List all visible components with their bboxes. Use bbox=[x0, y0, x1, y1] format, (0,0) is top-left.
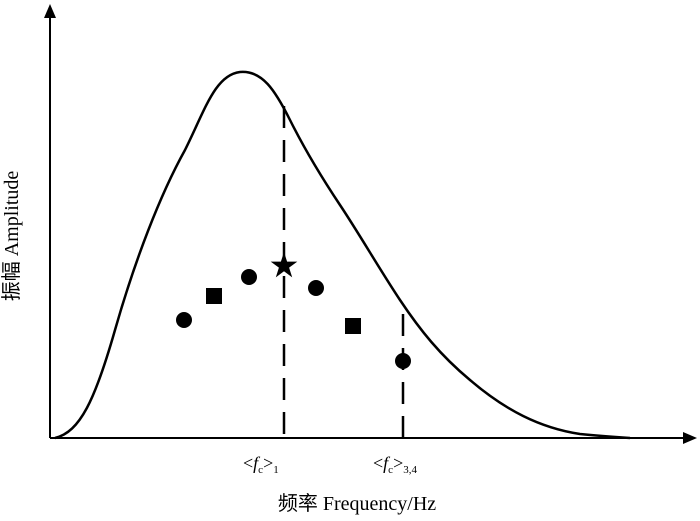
marker-label-fc34-open: < bbox=[373, 453, 383, 473]
point-circle-3 bbox=[308, 280, 324, 296]
marker-label-fc34-symbol: f bbox=[383, 453, 391, 473]
point-star bbox=[270, 252, 298, 278]
marker-label-fc34-close: > bbox=[393, 453, 403, 473]
marker-label-fc1-sub: 1 bbox=[273, 464, 279, 476]
marker-label-fc1-open: < bbox=[243, 453, 253, 473]
marker-label-fc34-c: c bbox=[388, 464, 393, 476]
x-axis-arrow bbox=[683, 432, 697, 444]
point-circle-4 bbox=[395, 353, 411, 369]
marker-label-fc1: <fc>1 bbox=[243, 453, 279, 476]
point-circle-1 bbox=[176, 312, 192, 328]
point-square-1 bbox=[206, 288, 222, 304]
y-axis-label: 振幅 Amplitude bbox=[0, 171, 23, 302]
marker-label-fc1-close: > bbox=[263, 453, 273, 473]
spectrum-curve bbox=[54, 70, 631, 440]
y-axis-arrow bbox=[44, 4, 56, 18]
point-circle-2 bbox=[241, 269, 257, 285]
marker-label-fc34-sub: 3,4 bbox=[403, 464, 417, 476]
marker-label-fc1-symbol: f bbox=[253, 453, 261, 473]
marker-label-fc1-c: c bbox=[258, 464, 263, 476]
x-axis-label: 频率 Frequency/Hz bbox=[278, 492, 436, 515]
marker-label-fc34: <fc>3,4 bbox=[373, 453, 417, 476]
point-square-2 bbox=[345, 318, 361, 334]
